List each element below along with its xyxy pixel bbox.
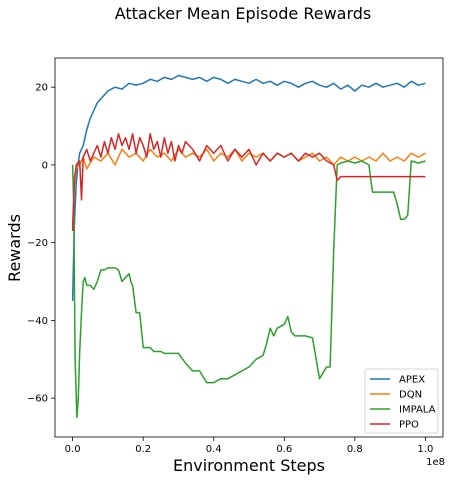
legend-box: [364, 368, 439, 434]
x-axis: 0.0 0.2 0.4 0.6 0.8 1.0: [65, 437, 433, 455]
series-line-ppo: [71, 133, 426, 232]
y-axis-label: Rewards: [5, 214, 24, 282]
legend-label-impala: IMPALA: [399, 405, 436, 416]
x-tick-label: 0.4: [206, 444, 222, 455]
x-axis-offset: 1e8: [426, 457, 445, 468]
y-tick-label: −40: [27, 316, 48, 327]
x-tick-label: 0.6: [276, 444, 292, 455]
series-line-impala: [71, 160, 426, 419]
x-tick-label: 0.0: [65, 444, 81, 455]
series-line-dqn: [71, 148, 426, 228]
legend: APEX DQN IMPALA PPO: [364, 368, 439, 434]
plot-area: [71, 74, 426, 419]
x-axis-label: Environment Steps: [173, 456, 325, 475]
x-tick-label: 0.8: [347, 444, 363, 455]
legend-label-ppo: PPO: [399, 420, 419, 431]
y-tick-label: 0: [42, 160, 48, 171]
y-tick-label: −20: [27, 238, 48, 249]
y-axis: −60 −40 −20 0 20: [27, 83, 55, 405]
legend-label-apex: APEX: [399, 375, 425, 386]
legend-label-dqn: DQN: [399, 390, 422, 401]
y-tick-label: −60: [27, 394, 48, 405]
chart-title: Attacker Mean Episode Rewards: [115, 4, 372, 23]
plot-frame: [54, 57, 444, 438]
x-tick-label: 1.0: [417, 444, 433, 455]
y-tick-label: 20: [35, 83, 48, 94]
series-line-apex: [71, 74, 426, 301]
x-tick-label: 0.2: [135, 444, 151, 455]
